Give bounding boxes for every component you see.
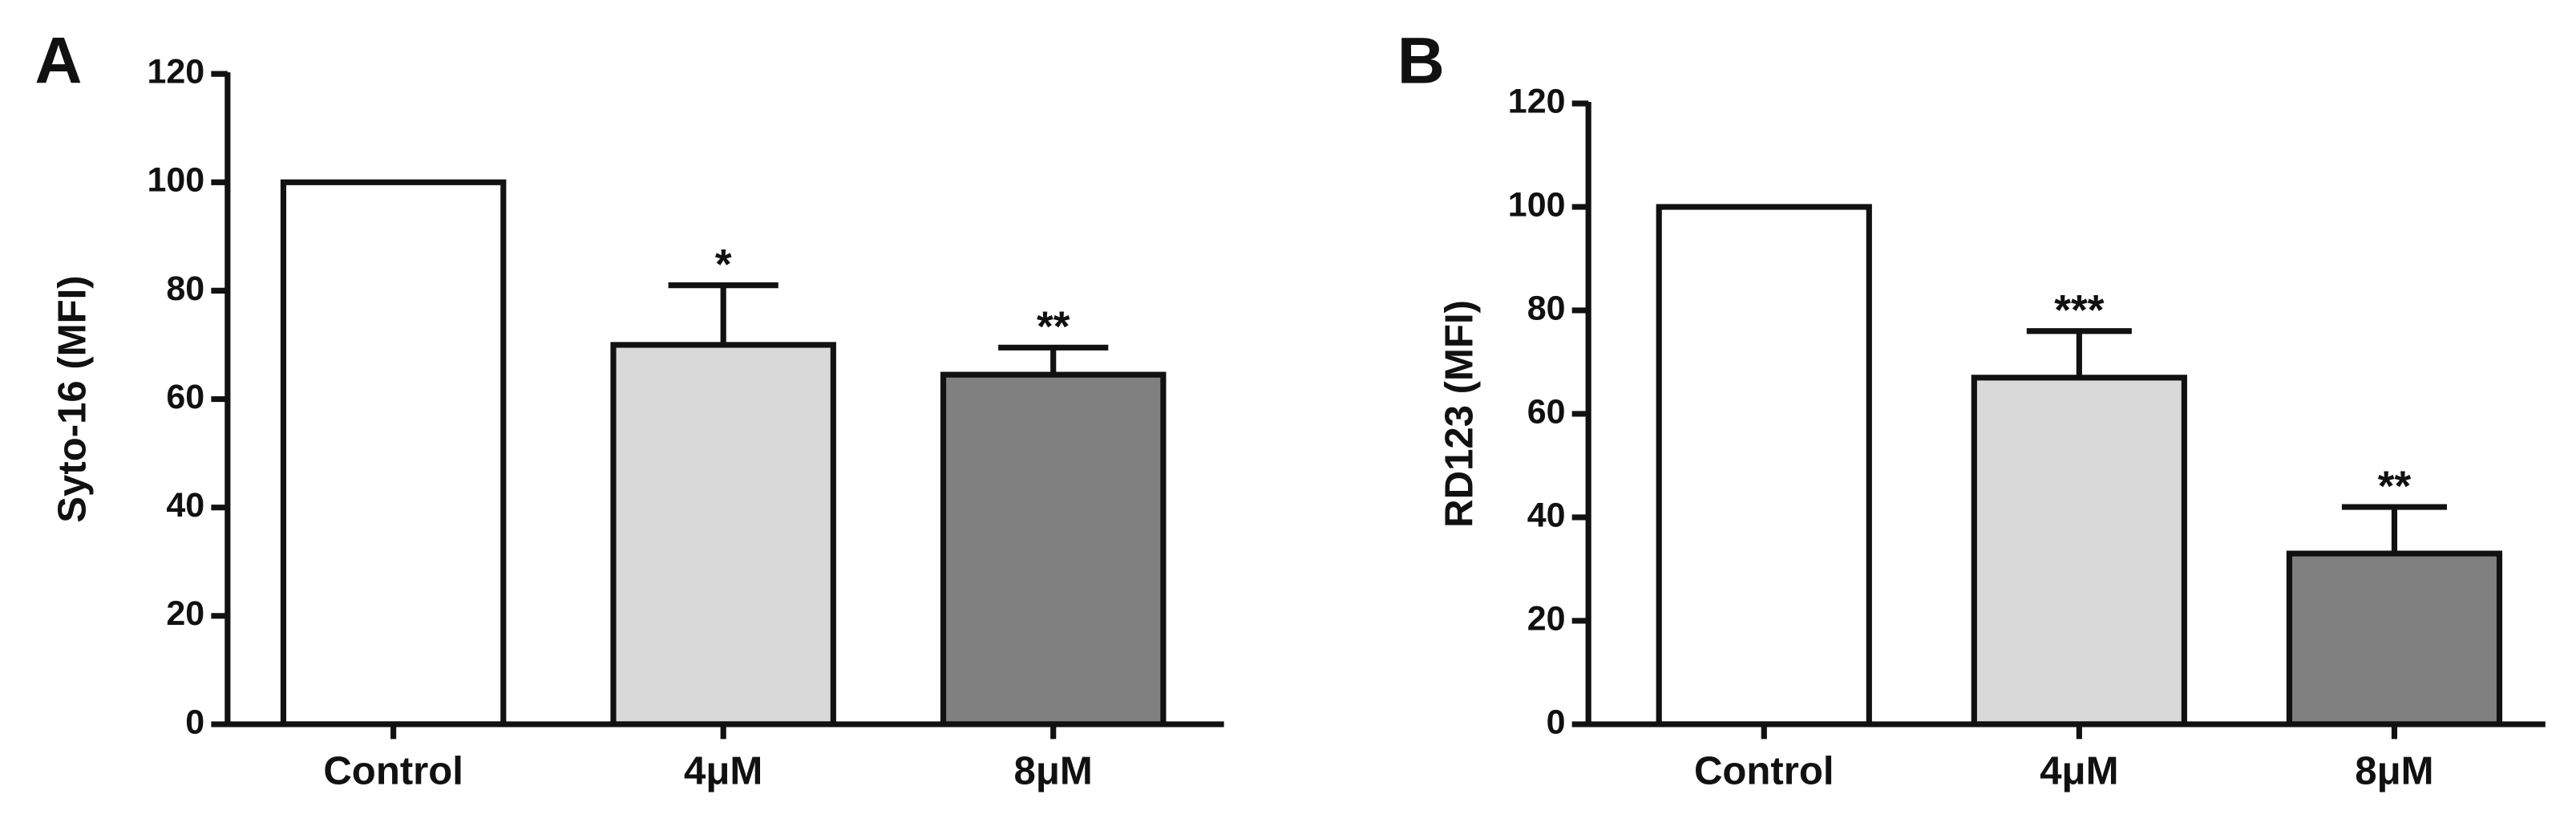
- x-tick-label: Control: [1694, 749, 1834, 792]
- significance-label: ***: [2054, 287, 2104, 334]
- x-tick-label: 8μM: [1014, 749, 1093, 792]
- significance-label: *: [715, 241, 732, 288]
- y-tick-label: 100: [147, 161, 204, 200]
- significance-label: **: [2378, 463, 2412, 510]
- x-tick-label: 4μM: [684, 749, 762, 792]
- bar: [2286, 550, 2503, 728]
- y-tick-label: 40: [166, 486, 204, 525]
- y-tick-label: 120: [1508, 82, 1566, 120]
- y-tick-label: 120: [147, 52, 204, 91]
- x-tick-label: Control: [323, 749, 463, 792]
- y-tick-label: 40: [1527, 496, 1566, 534]
- bar: [1971, 375, 2187, 728]
- bar: [280, 179, 507, 728]
- y-tick-label: 20: [166, 594, 204, 633]
- panel-label: B: [1397, 25, 1445, 98]
- y-tick-label: 60: [166, 378, 204, 416]
- y-tick-label: 0: [1547, 703, 1566, 741]
- y-tick-label: 0: [185, 703, 204, 741]
- bar: [940, 371, 1167, 728]
- bar: [610, 342, 836, 728]
- y-tick-label: 60: [1527, 392, 1566, 431]
- y-axis-label: RD123 (MFI): [1438, 300, 1482, 528]
- y-axis-label: Syto-16 (MFI): [51, 275, 94, 522]
- y-tick-label: 20: [1527, 599, 1566, 638]
- significance-label: **: [1037, 303, 1070, 351]
- y-tick-label: 80: [166, 270, 204, 308]
- panel-label: A: [34, 25, 82, 98]
- y-tick-label: 100: [1508, 185, 1566, 224]
- x-tick-label: 8μM: [2355, 749, 2433, 792]
- bar: [1656, 204, 1872, 728]
- x-tick-label: 4μM: [2040, 749, 2118, 792]
- y-tick-label: 80: [1527, 289, 1566, 327]
